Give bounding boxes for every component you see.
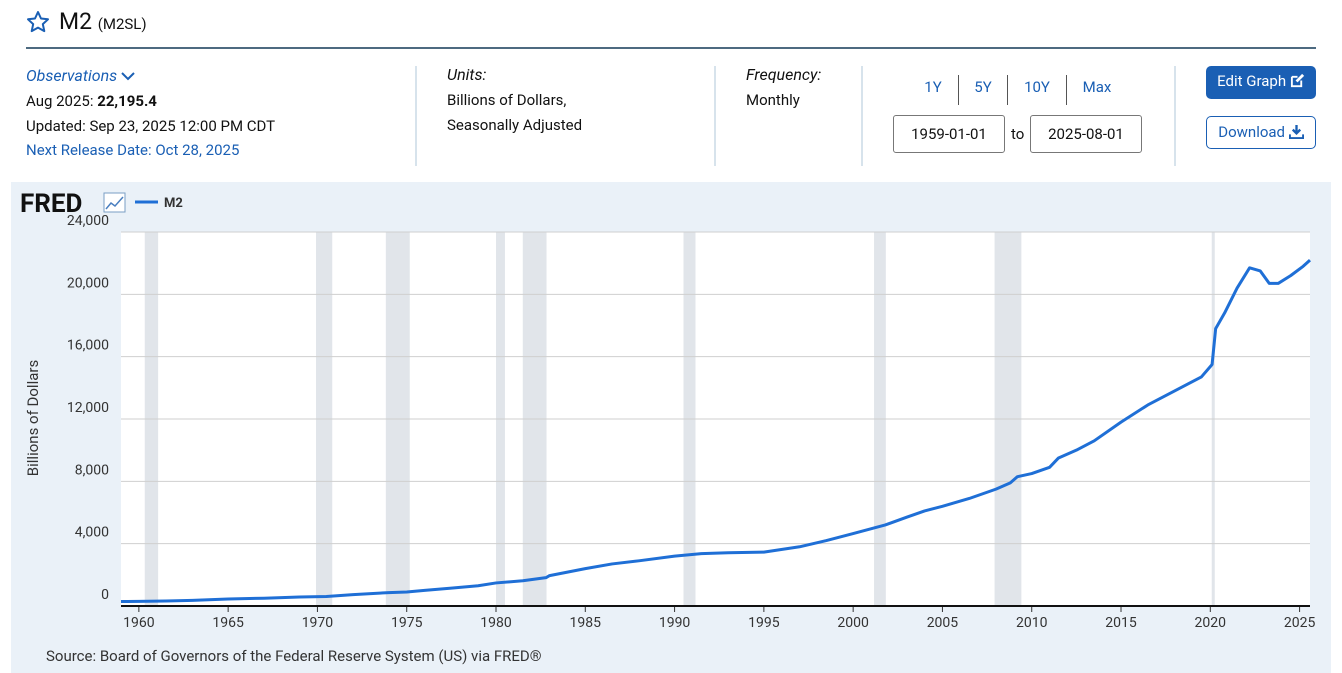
frequency: Monthly [746,91,800,109]
units-line: Seasonally Adjusted [447,116,583,134]
range-separator [1007,75,1008,105]
latest-value: 22,195.4 [97,92,157,110]
x-tick-label: 1965 [212,615,244,631]
updated: Updated: Sep 23, 2025 12:00 PM CDT [26,117,276,135]
x-tick-label: 1960 [123,615,155,631]
edit-graph-button[interactable]: Edit Graph [1206,66,1316,99]
x-tick-label: 2005 [927,615,959,631]
y-tick-label: 16,000 [67,338,109,354]
y-axis-label: Billions of Dollars [24,360,42,476]
to-label: to [1011,125,1025,143]
series-id: (M2SL) [97,15,147,33]
observations-toggle[interactable]: Observations [26,66,135,85]
chart: FRED Billions of Dollars Source: Board o… [11,182,1331,673]
y-tick-label: 0 [101,587,109,603]
x-tick-label: 1970 [302,615,334,631]
range-button[interactable]: 10Y [1024,78,1050,96]
series-title: M2 (M2SL) [59,8,147,35]
frequency-label: Frequency: [746,65,822,84]
series-line [120,259,1312,604]
divider [861,66,863,166]
end-date-input[interactable]: 2025-08-01 [1030,115,1142,153]
range-button[interactable]: Max [1082,78,1112,96]
range-button[interactable]: 1Y [924,78,942,96]
logo-icon [103,192,126,213]
favorite-star[interactable] [26,10,50,34]
y-tick-label: 24,000 [67,213,109,229]
x-tick-label: 2020 [1195,615,1227,631]
units-label: Units: [447,65,487,84]
range-separator [1066,75,1067,105]
fred-logo: FRED [20,189,82,219]
latest-label: Aug 2025: [26,92,94,110]
units-line: Billions of Dollars, [447,91,567,109]
title: M2 [59,8,93,35]
download-button[interactable]: Download [1206,116,1316,149]
divider [1174,66,1176,166]
range-separator [958,75,959,105]
observations-label: Observations [26,66,118,85]
x-tick-label: 1985 [570,615,602,631]
x-tick-label: 2025 [1284,615,1316,631]
y-tick-label: 8,000 [75,462,109,478]
next-release[interactable]: Next Release Date: Oct 28, 2025 [26,141,240,159]
x-tick-label: 1995 [748,615,780,631]
header-rule [26,47,1316,49]
y-tick-label: 20,000 [67,275,109,291]
x-tick-label: 1975 [391,615,423,631]
y-tick-label: 12,000 [67,400,109,416]
legend-label: M2 [164,196,183,211]
x-tick-label: 2015 [1105,615,1137,631]
divider [714,66,716,166]
range-button[interactable]: 5Y [974,78,992,96]
latest-observation: Aug 2025: 22,195.4 [26,92,157,110]
divider [415,66,417,166]
download-label: Download [1218,123,1286,141]
source: Source: Board of Governors of the Federa… [46,647,542,665]
x-tick-label: 1980 [480,615,512,631]
start-date-input[interactable]: 1959-01-01 [893,115,1005,153]
edit-graph-label: Edit Graph [1217,72,1287,90]
x-tick-label: 2010 [1016,615,1048,631]
x-tick-label: 1990 [659,615,691,631]
y-tick-label: 4,000 [75,525,109,541]
x-tick-label: 2000 [837,615,869,631]
